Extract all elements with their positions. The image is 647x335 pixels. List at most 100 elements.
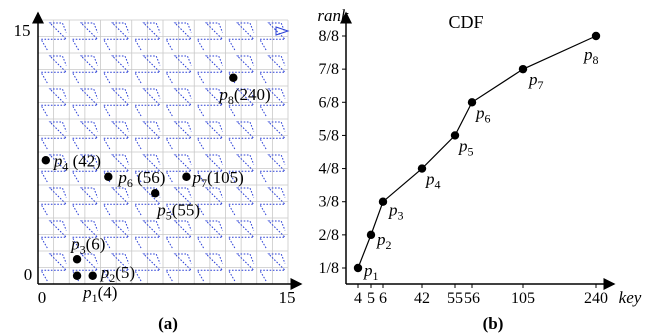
curve-segment — [40, 88, 68, 117]
curve-segment — [165, 187, 193, 216]
curve-segment — [133, 253, 162, 282]
cdf-point-label: p8 — [583, 45, 599, 67]
cdf-y-tick-label: 4/8 — [319, 161, 339, 178]
cdf-ticks: 1/82/83/84/85/86/87/88/84 5 6 42 55 56 105 240 — [319, 28, 608, 307]
point-p3 — [72, 255, 82, 264]
curve-segment — [102, 22, 130, 51]
curve-segment — [227, 187, 255, 216]
point-label-p4: p4 (42) — [53, 151, 101, 173]
curve-segment — [40, 154, 68, 183]
curve-segment — [227, 253, 255, 282]
point-label-p8: p8(240) — [218, 85, 270, 107]
curve-segment — [165, 253, 193, 282]
curve-segment — [71, 253, 99, 282]
cdf-y-tick-label: 8/8 — [319, 28, 339, 45]
curve-segment — [258, 220, 287, 249]
panel-b-caption: (b) — [483, 314, 504, 333]
cdf-x-tick-label: 56 — [464, 290, 480, 307]
curve-segment — [258, 187, 287, 216]
curve-segment — [258, 88, 287, 117]
curve-segment — [196, 253, 224, 282]
cdf-y-tick-label: 5/8 — [319, 127, 339, 144]
curve-segment — [196, 187, 224, 216]
curve-segment — [71, 88, 99, 117]
point-label-p6: p6 (56) — [117, 168, 165, 190]
cdf-x-tick-label: 105 — [511, 290, 535, 307]
cdf-y-tick-label: 1/8 — [319, 260, 339, 277]
cdf-point-label: p6 — [475, 103, 491, 125]
point-label-p5: p5(55) — [156, 200, 200, 222]
cdf-x-tick-label: 6 — [379, 290, 387, 307]
cdf-line — [357, 35, 597, 269]
cdf-point-label: p5 — [458, 136, 474, 158]
curve-segment — [133, 121, 162, 150]
cdf-x-tick-label: 55 — [447, 290, 463, 307]
panel-b: rank key CDF 1/82/83/84/85/86/87/88/84 5 6… — [317, 6, 641, 333]
curve-segment — [227, 220, 255, 249]
curve-segment — [133, 88, 162, 117]
curve-segment — [40, 121, 68, 150]
curve-segment — [40, 220, 68, 249]
curve-segment — [71, 121, 99, 150]
cdf-point — [450, 131, 460, 140]
curve-segment — [165, 121, 193, 150]
curve-segment — [258, 253, 287, 282]
point-label-p7: p7(105) — [191, 168, 243, 190]
curve-segment — [133, 220, 162, 249]
curve-segment — [258, 22, 287, 51]
curve-segment — [227, 121, 255, 150]
cdf-y-tick-label: 6/8 — [319, 94, 339, 111]
curve-segment — [40, 22, 68, 51]
curve-segment — [102, 220, 130, 249]
cdf-y-axis-label: rank — [317, 6, 349, 25]
cdf-y-tick-label: 2/8 — [319, 227, 339, 244]
curve-segment — [71, 187, 99, 216]
curve-end-arrow-icon — [275, 26, 290, 36]
cdf-point-label: p2 — [376, 230, 392, 252]
curve-segment — [165, 22, 193, 51]
cdf-x-tick-label: 240 — [584, 290, 608, 307]
curve-segment — [71, 154, 99, 183]
point-p6 — [104, 172, 113, 181]
curve-segment — [165, 88, 193, 117]
space-filling-curve — [40, 22, 287, 282]
curve-segment — [102, 121, 130, 150]
curve-segment — [258, 154, 287, 183]
cdf-point — [467, 98, 477, 107]
cdf-point — [518, 64, 528, 74]
curve-segment — [165, 220, 193, 249]
panel-a-grid — [37, 19, 289, 285]
curve-segment — [165, 154, 193, 183]
curve-segment — [133, 154, 162, 183]
panel-a-x-left-tick: 0 — [38, 288, 47, 307]
cdf-point — [353, 263, 363, 273]
cdf-point-label: p4 — [425, 170, 441, 192]
point-p2 — [88, 271, 97, 280]
panel-a-caption: (a) — [158, 314, 178, 333]
cdf-point — [417, 164, 427, 173]
point-label-p1: p1(4) — [82, 283, 117, 305]
curve-segment — [102, 253, 130, 282]
curve-segment — [196, 121, 224, 150]
cdf-point — [591, 31, 601, 41]
cdf-point-label: p7 — [528, 70, 544, 92]
panel-a-y-top-tick: 15 — [14, 21, 31, 40]
point-label-p2: p2(5) — [100, 263, 135, 285]
curve-segment — [102, 154, 130, 183]
curve-segment — [133, 22, 162, 51]
panel-a-x-right-tick: 15 — [279, 288, 296, 307]
cdf-point-label: p1 — [363, 261, 379, 283]
cdf-title: CDF — [448, 12, 483, 32]
cdf-x-axis-label: key — [619, 288, 642, 307]
cdf-point — [366, 230, 376, 240]
curve-segment — [71, 220, 99, 249]
curve-segment — [196, 154, 224, 183]
curve-segment — [258, 121, 287, 150]
point-p7 — [182, 172, 191, 181]
panel-a-points: p1(4)p2(5) p3(6) p4 (42) p5(55) p6 (56) p7(10… — [41, 73, 271, 305]
point-p1 — [72, 271, 82, 280]
point-p8 — [229, 73, 238, 82]
cdf-point — [378, 197, 388, 206]
curve-segment — [165, 55, 193, 84]
panel-a: 15 0 0 15 p1(4)p2(5) p3(6) p4 (42) p5(55) p6… — [14, 11, 303, 333]
